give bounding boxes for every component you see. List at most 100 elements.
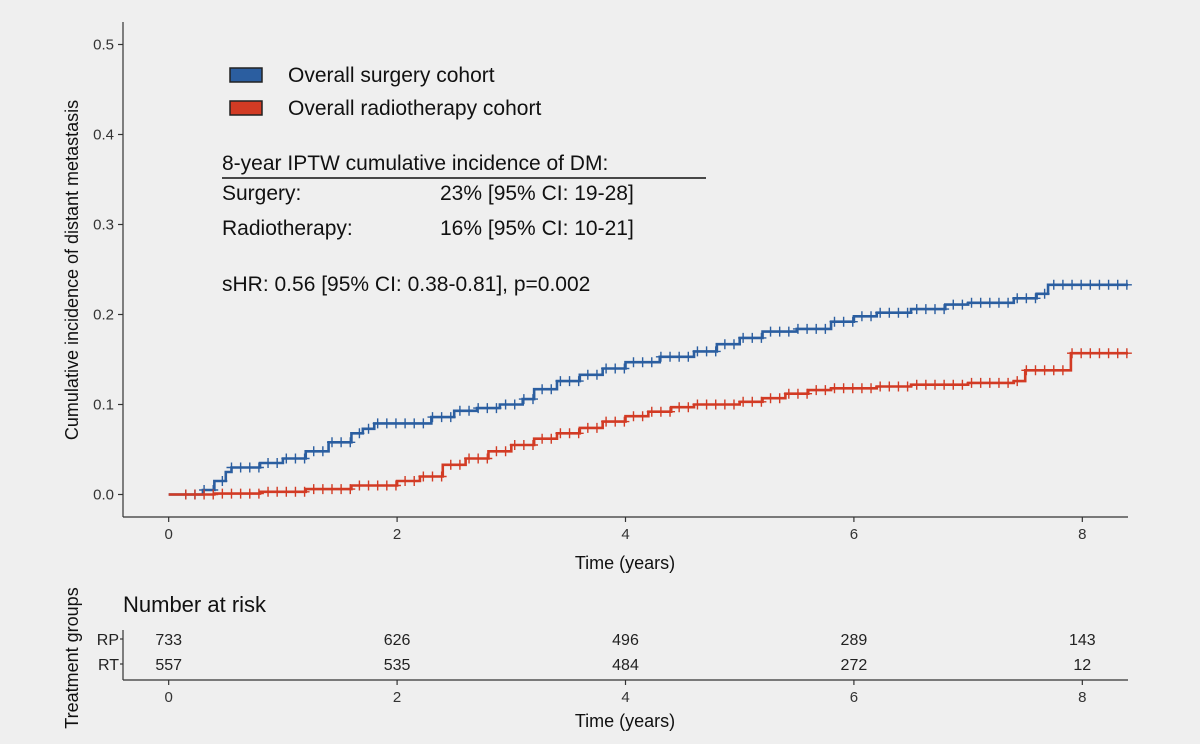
censor-mark xyxy=(701,346,712,357)
risk-cell-rt: 12 xyxy=(1073,657,1091,674)
annotation-surgery-label: Surgery: xyxy=(222,182,301,205)
series-line-surgery xyxy=(168,283,1128,496)
censor-marks-surgery xyxy=(180,279,1132,500)
censor-mark xyxy=(674,402,685,413)
censor-mark xyxy=(747,332,758,343)
censor-mark xyxy=(345,484,356,495)
censor-mark xyxy=(774,326,785,337)
censor-mark xyxy=(601,416,612,427)
censor-mark xyxy=(884,381,895,392)
censor-mark xyxy=(710,399,721,410)
risk-cell-rt: 535 xyxy=(384,657,411,674)
censor-mark xyxy=(253,488,264,499)
legend-swatch-surgery xyxy=(229,67,263,83)
censor-mark xyxy=(637,357,648,368)
censor-mark xyxy=(619,363,630,374)
censor-mark xyxy=(299,453,310,464)
series-lines xyxy=(168,279,1132,500)
y-axis-title: Cumulative incidence of distant metastas… xyxy=(62,100,82,440)
censor-mark xyxy=(308,484,319,495)
annotation-shr: sHR: 0.56 [95% CI: 0.38-0.81], p=0.002 xyxy=(222,273,590,296)
censor-mark xyxy=(235,488,246,499)
censor-mark xyxy=(518,440,529,450)
censor-mark xyxy=(226,462,237,473)
censor-mark xyxy=(993,377,1004,388)
risk-cell-rt: 557 xyxy=(155,657,182,674)
censor-mark xyxy=(427,471,438,482)
censor-mark xyxy=(591,369,602,380)
censor-mark xyxy=(436,471,447,482)
censor-mark xyxy=(500,446,511,457)
censor-mark xyxy=(244,462,255,473)
risk-cells: RP 733 626 496 289 143 RT 557 535 484 272 12 xyxy=(97,632,1096,674)
censor-mark xyxy=(464,405,475,416)
censor-mark xyxy=(317,484,328,495)
censor-mark xyxy=(765,393,776,404)
risk-x-tick-label: 4 xyxy=(621,689,629,706)
censor-mark xyxy=(1039,288,1050,299)
censor-mark xyxy=(591,422,602,433)
censor-mark xyxy=(427,412,438,423)
censor-mark xyxy=(336,437,347,448)
x-tick-label: 6 xyxy=(850,526,858,543)
censor-mark xyxy=(518,394,529,405)
censor-mark xyxy=(1121,348,1132,359)
censor-mark xyxy=(1012,376,1023,387)
x-tick-label: 0 xyxy=(165,526,173,543)
censor-mark xyxy=(966,377,977,388)
censor-mark xyxy=(1121,279,1132,290)
censor-mark xyxy=(984,377,995,388)
censor-mark xyxy=(601,363,612,374)
censor-mark xyxy=(747,396,758,407)
censor-mark xyxy=(573,428,584,439)
annotation-heading: 8-year IPTW cumulative incidence of DM: xyxy=(222,152,608,175)
censor-mark xyxy=(738,396,749,407)
censor-mark xyxy=(1112,279,1123,290)
censor-mark xyxy=(628,411,639,422)
censor-mark xyxy=(993,297,1004,308)
censor-mark xyxy=(1085,279,1096,290)
censor-mark xyxy=(390,418,401,429)
risk-table-title: Number at risk xyxy=(123,592,267,617)
censor-mark xyxy=(537,384,548,395)
censor-mark xyxy=(546,384,557,395)
censor-mark xyxy=(628,357,639,368)
censor-mark xyxy=(728,339,739,350)
y-tick-label: 0.4 xyxy=(93,127,114,144)
censor-mark xyxy=(802,388,813,399)
censor-mark xyxy=(418,418,429,429)
censor-mark xyxy=(774,393,785,404)
annotation-block: 8-year IPTW cumulative incidence of DM: … xyxy=(222,152,706,296)
censor-mark xyxy=(1076,279,1087,290)
censor-mark xyxy=(582,369,593,380)
censor-mark xyxy=(454,459,465,470)
censor-mark xyxy=(317,446,328,457)
risk-axes: 0 2 4 6 8 xyxy=(122,630,1128,706)
censor-mark xyxy=(838,316,849,327)
risk-x-tick-label: 8 xyxy=(1078,689,1086,706)
censor-mark xyxy=(272,458,283,468)
censor-mark xyxy=(728,399,739,410)
censor-mark xyxy=(1030,293,1041,304)
x-tick-label: 4 xyxy=(621,526,629,543)
risk-x-axis-title: Time (years) xyxy=(575,711,675,731)
censor-mark xyxy=(555,428,566,439)
censor-mark xyxy=(829,383,840,394)
censor-mark xyxy=(482,403,493,414)
censor-mark xyxy=(1112,348,1123,359)
censor-mark xyxy=(665,406,676,417)
censor-mark xyxy=(920,379,931,390)
y-tick-label: 0.5 xyxy=(93,37,114,54)
censor-mark xyxy=(226,488,237,499)
censor-mark xyxy=(893,381,904,392)
censor-mark xyxy=(1012,293,1023,304)
censor-mark xyxy=(1085,348,1096,359)
censor-mark xyxy=(509,399,520,410)
censor-mark xyxy=(326,484,337,495)
censor-mark xyxy=(390,480,401,491)
censor-mark xyxy=(966,297,977,308)
censor-mark xyxy=(582,422,593,433)
censor-mark xyxy=(564,428,575,439)
annotation-surgery-value: 23% [95% CI: 19-28] xyxy=(440,182,634,205)
